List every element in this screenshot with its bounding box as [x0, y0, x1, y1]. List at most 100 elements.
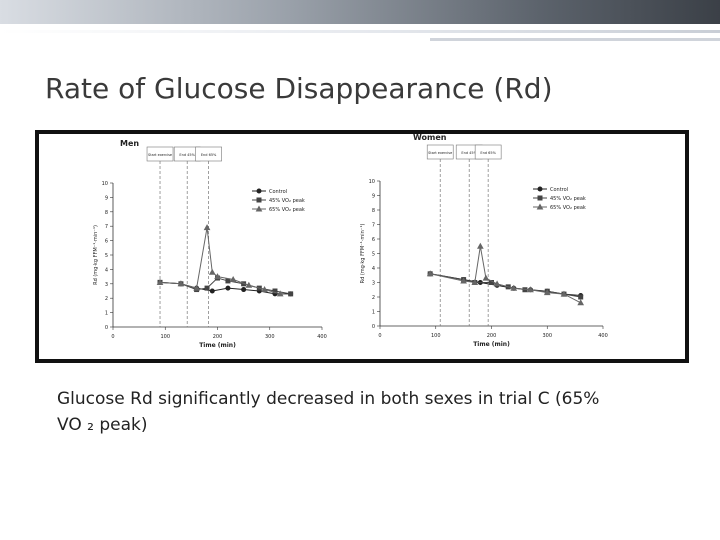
series-line [159, 277, 291, 295]
point [272, 288, 278, 294]
point [276, 290, 284, 297]
y-tick-label: 8 [372, 208, 375, 214]
marker-label: End 45% [461, 151, 477, 155]
x-tick-label: 200 [487, 333, 497, 339]
y-tick-label: 5 [105, 253, 108, 259]
y-tick-label: 9 [372, 194, 375, 200]
y-tick-label: 4 [105, 267, 108, 273]
y-tick-label: 10 [102, 181, 108, 187]
header-band [0, 0, 720, 24]
series-line [159, 227, 281, 295]
y-axis-label: Rd (mg·kg FFM⁻¹·min⁻¹) [93, 225, 99, 285]
y-tick-label: 1 [105, 311, 108, 317]
y-tick-label: 8 [105, 210, 108, 216]
point [493, 280, 501, 287]
chart-title: Women [413, 133, 447, 142]
point [261, 286, 268, 293]
legend-symbol [256, 188, 262, 194]
slide-title: Rate of Glucose Disappearance (Rd) [45, 72, 553, 105]
point [426, 270, 434, 277]
point [241, 287, 247, 293]
x-tick-label: 0 [111, 334, 114, 340]
y-tick-label: 10 [369, 179, 375, 185]
legend-symbol [536, 203, 544, 210]
point [577, 299, 585, 306]
y-tick-label: 7 [372, 223, 375, 229]
marker-label: End 65% [480, 151, 496, 155]
y-tick-label: 2 [372, 295, 375, 301]
marker-label: End 45% [179, 153, 195, 157]
point [527, 286, 534, 293]
x-tick-label: 300 [542, 333, 552, 339]
y-tick-label: 1 [372, 310, 375, 316]
y-tick-label: 9 [105, 195, 108, 201]
marker-label-box [426, 144, 454, 160]
point [177, 280, 185, 287]
series-line [430, 246, 581, 304]
point [193, 284, 200, 291]
y-tick-label: 0 [372, 324, 375, 330]
body-line: VO ₂ peak) [57, 415, 148, 435]
point [214, 273, 221, 280]
point [203, 224, 211, 231]
legend-label: 65% VO₂ peak [269, 207, 305, 213]
point [482, 274, 490, 281]
legend-label: Control [550, 187, 568, 193]
chart-title: Men [120, 139, 139, 148]
header-line [430, 38, 720, 41]
header-line [0, 30, 720, 33]
legend-label: 45% VO₂ peak [269, 198, 305, 204]
marker-label-box [474, 144, 502, 160]
legend-symbol [537, 186, 543, 192]
x-axis-label: Time (min) [473, 341, 510, 348]
y-tick-label: 2 [105, 296, 108, 302]
point [208, 268, 216, 275]
x-tick-label: 0 [378, 333, 381, 339]
body-line: Glucose Rd significantly decreased in bo… [57, 389, 600, 409]
y-tick-label: 7 [105, 224, 108, 230]
point [209, 288, 215, 294]
marker-label: Start exercise [428, 151, 452, 155]
point [156, 278, 164, 285]
point [204, 285, 210, 291]
x-tick-label: 300 [265, 334, 275, 340]
y-tick-label: 3 [105, 282, 108, 288]
figure-frame [35, 130, 689, 363]
x-tick-label: 400 [598, 333, 608, 339]
point [471, 278, 479, 285]
y-tick-label: 0 [105, 325, 108, 331]
y-tick-label: 6 [372, 237, 375, 243]
x-tick-label: 200 [213, 334, 223, 340]
point [225, 285, 231, 291]
point [229, 275, 237, 282]
x-tick-label: 100 [160, 334, 170, 340]
x-axis-label: Time (min) [199, 342, 236, 349]
marker-label-box [195, 146, 222, 162]
y-tick-label: 6 [105, 239, 108, 245]
legend-symbol [537, 195, 543, 201]
y-tick-label: 4 [372, 266, 375, 272]
point [460, 277, 467, 284]
legend-symbol [255, 205, 263, 212]
x-tick-label: 400 [317, 334, 327, 340]
point [578, 294, 584, 300]
point [560, 290, 568, 297]
body-text: Glucose Rd significantly decreased in bo… [57, 386, 599, 438]
legend-symbol [256, 197, 262, 203]
point [225, 278, 231, 284]
marker-label: End 65% [201, 153, 217, 157]
marker-label: Start exercise [148, 153, 172, 157]
legend-label: 45% VO₂ peak [550, 196, 586, 202]
y-tick-label: 5 [372, 252, 375, 258]
series-line [430, 273, 581, 297]
legend-label: Control [269, 189, 287, 195]
y-axis-label: Rd (mg·kg FFM⁻¹·min⁻¹) [360, 224, 366, 284]
point [288, 291, 294, 297]
y-tick-label: 3 [372, 281, 375, 287]
legend-label: 65% VO₂ peak [550, 205, 586, 211]
marker-label-box [146, 146, 174, 162]
point [510, 284, 518, 291]
point [477, 242, 484, 249]
